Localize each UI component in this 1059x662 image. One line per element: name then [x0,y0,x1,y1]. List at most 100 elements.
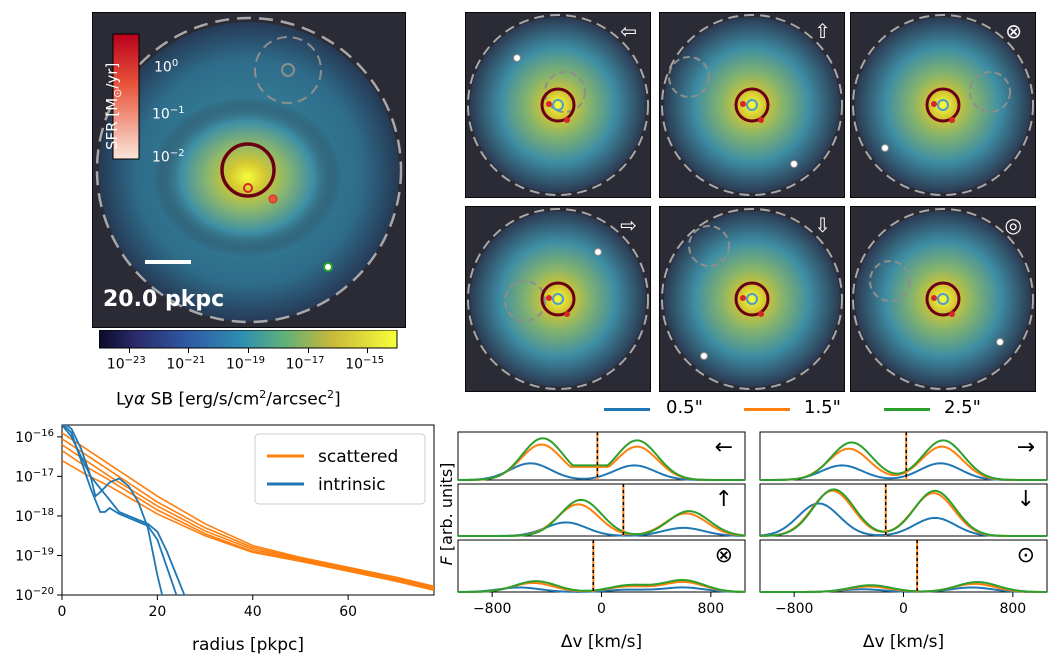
virial-dashed-circle [95,16,403,324]
spectrum-direction-label: ← [715,435,733,460]
sfr-tick-exp: 0 [171,58,179,69]
spectrum-direction-label: → [1017,435,1035,460]
x-axis-label: Δv [km/s] [863,632,944,652]
scattered-profile-line [62,432,434,588]
sfr-marker [758,117,764,123]
sfr-marker [740,295,746,301]
x-axis-label: radius [pkpc] [192,635,304,655]
projection-panel: ⊗ [850,12,1036,198]
scattered-profile-line [62,459,434,592]
legend-label: 1.5" [804,397,841,418]
sfr-marker [243,183,253,193]
spectrum-line-green [759,439,1048,481]
central-marker [937,99,949,111]
panel-emission [855,17,1031,193]
spectrum-line-green [759,488,1048,537]
central-galaxy-ring [925,87,961,123]
projection-direction-label: ⇦ [620,19,637,43]
x-tick-label: 60 [339,604,357,620]
spectra-panels: ← → ↑ ↓ ⊗ −800 0 800 Δv [km/s] ⊙ −800 0 800 Δv [km/s]… [438,431,1048,652]
scattered-profile-line [62,450,434,591]
sfr-marker [564,117,570,123]
projection-direction-label: ⇧ [814,19,831,43]
y-tick-label: 10−19 [15,546,54,564]
spectrum-panel-frame [759,539,1048,593]
projection-direction-label: ⊗ [1005,19,1022,43]
tick-exp: −23 [124,355,146,366]
legend-label: intrinsic [318,475,386,495]
sfr-tick-2: 10−2 [152,148,185,166]
legend-box [254,433,426,505]
central-marker [552,99,564,111]
sfr-marker [564,311,570,317]
colorbar-tick-label: 10−17 [286,355,325,373]
central-galaxy-ring [734,87,770,123]
satellite-dashed-circle [969,71,1011,113]
projection-panel: ⇦ [465,12,651,198]
sfr-marker [268,194,278,204]
x-tick-label: 0 [58,604,67,620]
colorbar-tick-mark [248,348,249,353]
sfr-marker [931,295,937,301]
sfr-tick-base: 10 [154,59,172,76]
projection-direction-label: ⇩ [814,213,831,237]
satellite-dashed-circle [254,36,322,104]
spectrum-line-green [760,581,1048,593]
tick-exp: −19 [243,355,265,366]
sfr-colorbar [112,33,140,160]
y-tick-label: 10−20 [15,586,54,604]
satellite-dashed-circle [869,260,911,302]
radial-profile-chart: 0 20 40 60 10−16 10−17 10−18 10−19 10−20 radius [… [15,424,435,655]
sfr-marker [546,295,552,301]
legend-swatch [604,408,650,411]
x-tick-label: 20 [148,604,166,620]
x-tick-label: −800 [473,601,511,617]
colorbar-tick-mark [128,348,130,353]
tick-exp: −15 [363,355,385,366]
sfr-tick-exp: −2 [169,148,185,159]
panel-emission [664,17,840,193]
panel-emission [664,211,840,387]
tick-base: 10 [226,356,244,373]
central-marker [937,293,949,305]
x-tick-label: 800 [999,601,1026,617]
spectrum-line-green [457,437,746,481]
legend-label: 2.5" [944,397,981,418]
central-galaxy-ring [925,281,961,317]
x-tick-label: −800 [775,601,813,617]
aperture-legend: 0.5" 1.5" 2.5" [604,397,1024,421]
virial-dashed-circle [661,14,843,196]
colorbar-tick-label: 10−15 [345,355,384,373]
intrinsic-profile-line [62,425,186,595]
sfr-marker [758,311,764,317]
central-marker [746,293,758,305]
sfr-tick-base: 10 [152,149,170,166]
main-sb-map [92,12,406,328]
sfr-tick-0: 100 [154,58,178,76]
sfr-marker [546,101,552,107]
y-tick-label: 10−18 [15,507,54,525]
spectrum-direction-label: ⊗ [715,543,733,568]
cbar-label-mid: SB [erg/s/cm [145,389,260,410]
spectrum-line-green [457,579,746,593]
spectrum-line-green [458,498,746,537]
satellite-dashed-circle [544,71,586,113]
spectrum-direction-label: ↑ [715,487,733,512]
y-tick-label: 10−16 [15,428,54,446]
satellite-marker [996,338,1004,346]
satellite-marker [513,54,521,62]
tick-exp: −21 [184,355,206,366]
panel-emission [855,211,1031,387]
colorbar-label: Lyα SB [erg/s/cm2/arcsec2] [116,388,341,410]
x-axis-label: Δv [km/s] [561,632,642,652]
sfr-marker [740,101,746,107]
sfr-tick-exp: −1 [169,105,185,116]
sfr-tick-base: 10 [152,106,170,123]
satellite-marker [790,160,798,168]
central-marker [552,293,564,305]
spectrum-panel-frame [457,431,746,481]
legend-label: 0.5" [666,397,703,418]
scalebar-label: 20.0 pkpc [103,287,225,312]
sfr-marker [949,117,955,123]
satellite-marker [881,144,889,152]
